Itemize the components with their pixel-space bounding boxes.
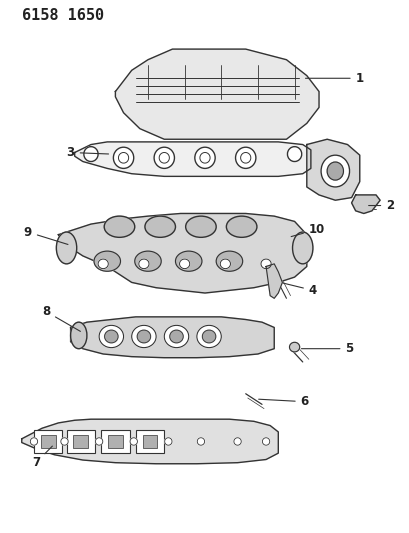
Polygon shape — [306, 139, 359, 200]
Ellipse shape — [326, 162, 343, 180]
Polygon shape — [351, 195, 379, 214]
Ellipse shape — [220, 259, 230, 269]
Ellipse shape — [30, 438, 38, 445]
Polygon shape — [58, 214, 306, 293]
Text: 1: 1 — [305, 72, 363, 85]
Ellipse shape — [216, 251, 242, 271]
Ellipse shape — [154, 147, 174, 168]
Text: 2: 2 — [368, 199, 393, 212]
Ellipse shape — [320, 155, 349, 187]
Ellipse shape — [175, 251, 202, 271]
Polygon shape — [70, 317, 274, 358]
Ellipse shape — [194, 147, 215, 168]
Text: 6: 6 — [258, 395, 308, 408]
Bar — [73, 435, 88, 448]
Ellipse shape — [104, 216, 135, 237]
Ellipse shape — [261, 259, 270, 269]
Ellipse shape — [99, 325, 123, 348]
Ellipse shape — [118, 152, 128, 163]
Ellipse shape — [200, 152, 209, 163]
Polygon shape — [115, 49, 318, 139]
Ellipse shape — [130, 438, 137, 445]
Ellipse shape — [98, 259, 108, 269]
Ellipse shape — [185, 216, 216, 237]
Ellipse shape — [164, 438, 172, 445]
Ellipse shape — [179, 259, 189, 269]
Ellipse shape — [139, 259, 148, 269]
Ellipse shape — [94, 251, 120, 271]
Text: 9: 9 — [24, 225, 68, 245]
Text: 8: 8 — [42, 305, 80, 332]
Ellipse shape — [56, 232, 76, 264]
Ellipse shape — [240, 152, 250, 163]
Ellipse shape — [135, 251, 161, 271]
Polygon shape — [265, 264, 282, 298]
Ellipse shape — [84, 147, 98, 161]
Ellipse shape — [226, 216, 256, 237]
Ellipse shape — [137, 330, 150, 343]
Text: 6158 1650: 6158 1650 — [22, 8, 103, 23]
Ellipse shape — [159, 152, 169, 163]
Bar — [41, 435, 55, 448]
Bar — [66, 430, 95, 453]
Ellipse shape — [61, 438, 68, 445]
Ellipse shape — [104, 330, 118, 343]
Ellipse shape — [197, 438, 204, 445]
Ellipse shape — [113, 147, 133, 168]
Polygon shape — [74, 142, 310, 176]
Bar — [142, 435, 157, 448]
Text: 3: 3 — [66, 146, 108, 159]
Ellipse shape — [70, 322, 87, 349]
Ellipse shape — [202, 330, 215, 343]
Polygon shape — [22, 419, 278, 464]
Ellipse shape — [292, 232, 312, 264]
Text: 7: 7 — [32, 446, 52, 469]
Bar — [135, 430, 164, 453]
Ellipse shape — [262, 438, 269, 445]
Ellipse shape — [169, 330, 183, 343]
Ellipse shape — [164, 325, 188, 348]
Ellipse shape — [95, 438, 103, 445]
Bar — [108, 435, 122, 448]
Bar — [34, 430, 62, 453]
Ellipse shape — [131, 325, 156, 348]
Ellipse shape — [196, 325, 221, 348]
Ellipse shape — [289, 342, 299, 352]
Ellipse shape — [287, 147, 301, 161]
Ellipse shape — [144, 216, 175, 237]
Bar — [101, 430, 129, 453]
Ellipse shape — [235, 147, 255, 168]
Text: 10: 10 — [290, 223, 324, 237]
Ellipse shape — [234, 438, 240, 445]
Text: 4: 4 — [282, 283, 316, 297]
Text: 5: 5 — [301, 342, 353, 355]
